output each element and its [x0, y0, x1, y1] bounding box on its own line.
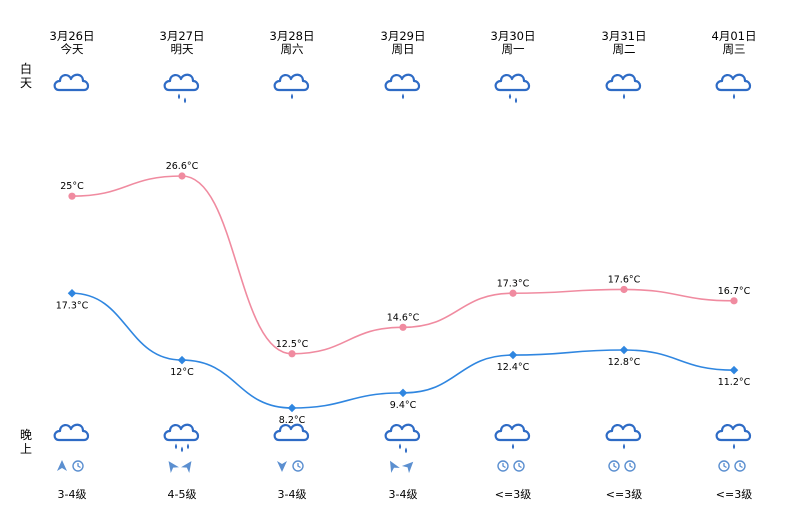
day-header: 4月01日 周三 [694, 30, 774, 56]
cloud-rain-icon [163, 73, 200, 104]
low-temp-point [398, 388, 408, 398]
cloud-drizzle-icon [273, 73, 310, 100]
cloud-drizzle-icon [384, 73, 421, 100]
low-temp-point [619, 345, 629, 355]
date-label: 3月29日 [380, 29, 426, 43]
low-temp-label: 8.2°C [279, 415, 306, 426]
clock-icon [497, 460, 509, 472]
day-header: 3月27日 明天 [142, 30, 222, 56]
cloud-icon [53, 423, 90, 442]
low-temp-label: 17.3°C [56, 300, 89, 311]
cloud-drizzle-icon [715, 423, 752, 450]
high-temp-point [178, 172, 186, 180]
high-temp-point [399, 323, 407, 331]
cloud-drizzle-icon [605, 73, 642, 100]
cloud-icon [53, 73, 90, 92]
date-label: 3月26日 [49, 29, 95, 43]
cloud-icon [273, 423, 310, 442]
day-header: 3月29日 周日 [363, 30, 443, 56]
date-label: 3月31日 [601, 29, 647, 43]
weekday-label: 周一 [501, 42, 525, 56]
day-header: 3月26日 今天 [32, 30, 112, 56]
wind-level-label: <=3级 [715, 488, 753, 501]
wind-level-label: 3-4级 [277, 488, 307, 501]
cloud-rain-icon [494, 73, 531, 104]
low-temp-point [287, 403, 297, 413]
clock-icon [513, 460, 525, 472]
clock-icon [292, 460, 304, 472]
low-temp-point [67, 289, 77, 298]
cloud-drizzle-icon [494, 423, 531, 450]
high-temp-label: 16.7°C [718, 286, 751, 297]
date-label: 3月27日 [159, 29, 205, 43]
wind-arrow-icon [57, 460, 67, 471]
wind-level-label: 4-5级 [167, 488, 197, 501]
wind-arrow-icon [401, 461, 414, 474]
wind-arrow-icon [181, 461, 192, 473]
high-temp-label: 12.5°C [276, 339, 309, 350]
cloud-drizzle-icon [605, 423, 642, 450]
high-temp-label: 17.6°C [608, 274, 641, 285]
date-label: 3月30日 [490, 29, 536, 43]
high-temp-label: 25°C [60, 181, 84, 192]
high-temp-point [730, 297, 738, 305]
date-label: 4月01日 [711, 29, 757, 43]
weekday-label: 周日 [391, 42, 415, 56]
wind-level-label: 3-4级 [388, 488, 418, 501]
wind-arrow-icon [390, 460, 400, 473]
weekday-label: 今天 [60, 42, 84, 56]
clock-icon [734, 460, 746, 472]
high-temp-point [68, 192, 76, 200]
low-temp-point [729, 365, 739, 375]
cloud-rain-heavy-icon [163, 423, 200, 453]
wind-level-label: 3-4级 [57, 488, 87, 501]
day-header: 3月28日 周六 [252, 30, 332, 56]
low-temp-point [508, 350, 518, 360]
day-header: 3月31日 周二 [584, 30, 664, 56]
clock-icon [624, 460, 636, 472]
weekday-label: 周二 [612, 42, 636, 56]
low-temp-label: 11.2°C [718, 377, 751, 388]
clock-icon [72, 460, 84, 472]
high-temp-label: 26.6°C [166, 161, 199, 172]
day-header: 3月30日 周一 [473, 30, 553, 56]
low-temp-point [177, 355, 187, 365]
wind-arrow-icon [277, 461, 287, 472]
day-side-label: 白天 [19, 62, 32, 90]
weekday-label: 明天 [170, 42, 194, 56]
weekday-label: 周六 [280, 42, 304, 56]
high-temp-point [288, 350, 296, 358]
cloud-drizzle-icon [715, 73, 752, 100]
wind-level-label: <=3级 [494, 488, 532, 501]
high-temp-point [509, 289, 517, 297]
low-temp-label: 9.4°C [390, 400, 417, 411]
low-temp-label: 12.4°C [497, 362, 530, 373]
night-side-label: 晚上 [19, 428, 32, 456]
clock-icon [718, 460, 730, 472]
wind-level-label: <=3级 [605, 488, 643, 501]
low-temp-label: 12°C [170, 367, 194, 378]
date-label: 3月28日 [269, 29, 315, 43]
high-temp-label: 17.3°C [497, 278, 530, 289]
cloud-rain-icon [384, 423, 421, 454]
clock-icon [608, 460, 620, 472]
weekday-label: 周三 [722, 42, 746, 56]
high-temp-label: 14.6°C [387, 312, 420, 323]
wind-arrow-icon [168, 461, 179, 473]
low-temp-label: 12.8°C [608, 357, 641, 368]
high-temp-point [620, 285, 628, 294]
